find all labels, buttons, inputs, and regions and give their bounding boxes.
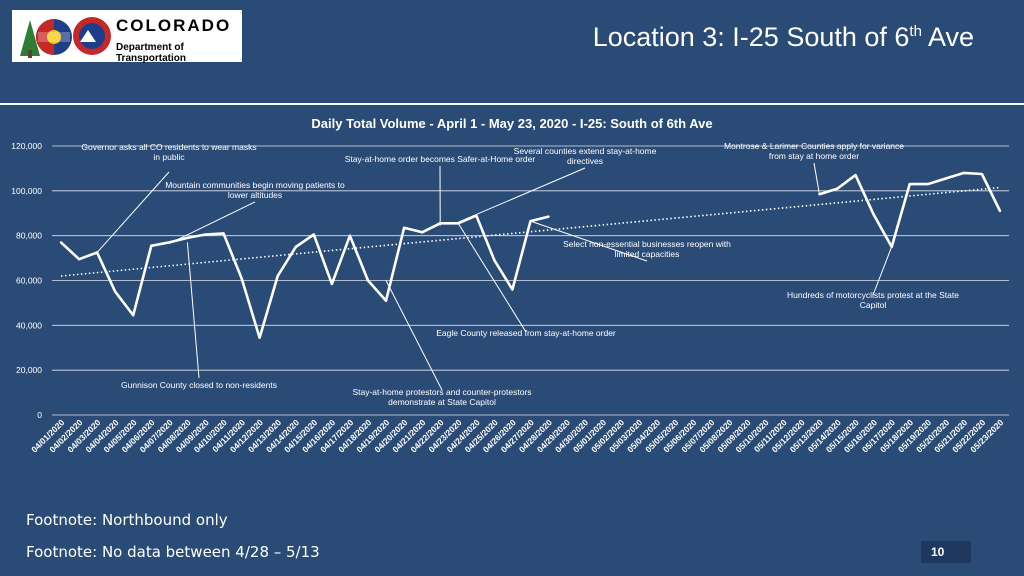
data-point <box>113 290 117 293</box>
data-point <box>59 241 63 244</box>
data-point <box>547 215 550 218</box>
data-point <box>402 226 406 230</box>
cdot-logo: COLORADO Department of Transportation <box>12 10 242 64</box>
annotation-label: Stay-at-home protestors and counter-prot… <box>352 387 531 407</box>
volume-line-chart: Daily Total Volume - April 1 - May 23, 2… <box>11 116 1009 454</box>
data-point <box>366 279 370 282</box>
annotation-label: Gunnison County closed to non-residents <box>121 380 277 390</box>
data-point <box>204 233 207 236</box>
annotation-leader-line <box>530 220 648 262</box>
data-point <box>348 234 352 237</box>
data-point <box>511 288 514 291</box>
data-point <box>132 314 135 317</box>
y-tick-label: 0 <box>37 410 42 420</box>
data-point <box>77 258 81 261</box>
annotation-label: Eagle County released from stay-at-home … <box>436 328 616 338</box>
y-tick-label: 80,000 <box>16 231 42 241</box>
data-point <box>258 336 261 339</box>
y-tick-label: 40,000 <box>16 320 42 330</box>
data-point <box>384 299 388 302</box>
annotation-label: Several counties extend stay-at-home dire… <box>514 146 657 166</box>
annotation-leader-line <box>186 242 200 379</box>
data-point <box>980 172 984 176</box>
annotation-label: Select non-essential businesses reopen w… <box>563 239 731 259</box>
data-point <box>312 233 316 236</box>
data-point <box>854 173 857 177</box>
data-point <box>493 259 496 262</box>
data-point <box>276 274 279 278</box>
y-tick-label: 120,000 <box>11 141 42 151</box>
y-tick-label: 100,000 <box>11 186 42 196</box>
data-point <box>330 282 334 286</box>
data-point <box>926 182 929 186</box>
annotation-leader-line <box>458 167 586 223</box>
title-main: Location 3: I-25 South of 6 <box>592 22 910 52</box>
annotation-label: Montrose & Larimer Counties apply for va… <box>724 141 904 161</box>
data-series-line <box>60 214 549 339</box>
annotation-leader-line <box>813 162 820 195</box>
data-point <box>240 277 243 280</box>
y-tick-label: 60,000 <box>16 276 42 286</box>
y-tick-label: 20,000 <box>16 365 42 375</box>
data-point <box>150 244 153 247</box>
data-point <box>998 209 1002 213</box>
annotation-leader-line <box>872 246 893 296</box>
annotation-leader-line <box>96 171 170 253</box>
footnote-data-gap: Footnote: No data between 4/28 – 5/13 <box>26 543 320 561</box>
chart-container: Daily Total Volume - April 1 - May 23, 2… <box>2 108 1022 500</box>
annotation-leader-line <box>169 201 256 244</box>
data-point <box>222 232 225 235</box>
annotation-label: Stay-at-home order becomes Safer-at-Home… <box>345 154 536 164</box>
data-point <box>908 182 911 186</box>
data-point <box>836 187 839 190</box>
annotation-leader-line <box>385 280 443 391</box>
data-point <box>944 177 948 180</box>
title-end: Ave <box>921 22 974 52</box>
data-point <box>962 171 966 175</box>
org-name: COLORADO <box>116 16 232 35</box>
data-point <box>294 245 297 249</box>
annotation-label: Hundreds of motorcyclists protest at the… <box>787 290 959 310</box>
title-divider <box>0 103 1024 105</box>
annotation-label: Governor asks all CO residents to wear m… <box>81 142 256 162</box>
annotation-leader-line <box>457 223 527 333</box>
data-point <box>186 236 189 240</box>
data-point <box>420 231 424 234</box>
data-point <box>872 213 875 216</box>
chart-title: Daily Total Volume - April 1 - May 23, 2… <box>311 116 712 131</box>
trendline <box>60 186 1001 277</box>
department-name: Department of Transportation <box>116 42 187 64</box>
annotation-label: Mountain communities begin moving patien… <box>165 180 345 200</box>
page-title: Location 3: I-25 South of 6th Ave <box>593 22 974 53</box>
footnote-direction: Footnote: Northbound only <box>26 511 228 529</box>
page-number: 10 <box>921 541 971 563</box>
colorado-flag-icon <box>20 17 111 58</box>
title-superscript: th <box>909 23 922 40</box>
